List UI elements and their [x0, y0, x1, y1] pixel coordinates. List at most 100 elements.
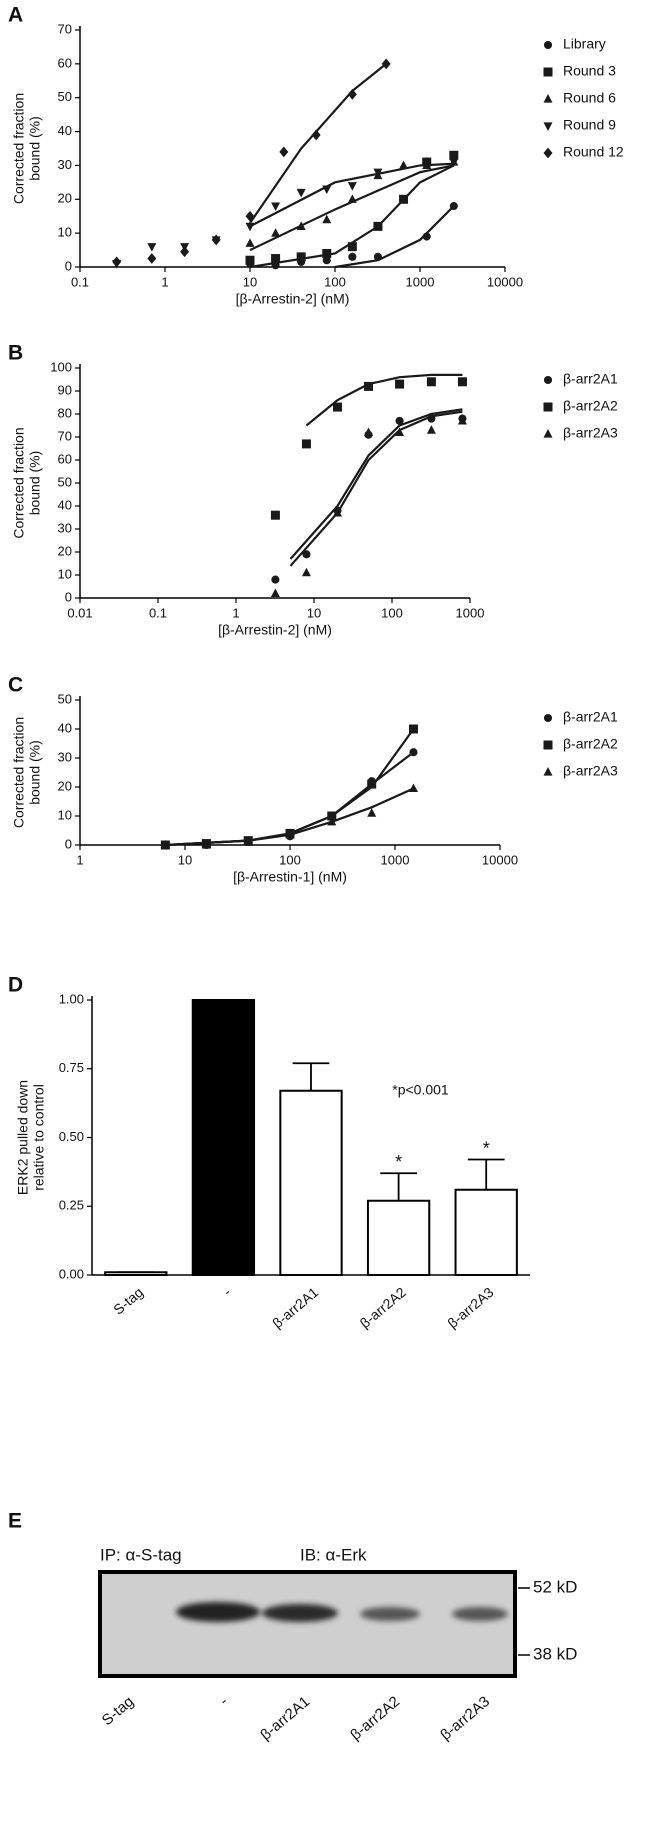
- lane-label: β-arr2A2: [347, 1693, 403, 1744]
- data-point: [271, 254, 281, 264]
- x-tick-label: 10: [243, 274, 257, 289]
- y-tick-label: 80: [58, 405, 72, 420]
- data-point: [112, 256, 122, 268]
- data-point: [457, 415, 467, 425]
- legend-label: β-arr2A3: [563, 763, 618, 779]
- data-point: [327, 816, 337, 826]
- bar: [454, 1188, 518, 1276]
- y-tick-label: 50: [58, 474, 72, 489]
- x-tick-label: 10000: [482, 852, 518, 867]
- ip-label: IP: α-S-tag: [100, 1545, 182, 1564]
- y-tick-label: 30: [58, 749, 72, 764]
- fit-curve: [165, 787, 414, 847]
- data-point: [301, 567, 311, 577]
- x-tick-label: 1000: [381, 852, 410, 867]
- data-point: [426, 425, 436, 434]
- bar: [191, 999, 256, 1276]
- y-axis-label: relative to control: [31, 1084, 47, 1191]
- data-point: [347, 194, 357, 203]
- data-point: [332, 507, 342, 517]
- size-marker: 38 kD: [533, 1644, 577, 1663]
- data-point: [367, 779, 377, 789]
- legend-label: Round 9: [563, 117, 616, 133]
- data-point: [332, 402, 342, 412]
- y-axis-label: ERK2 pulled down: [15, 1080, 31, 1195]
- data-point: [245, 210, 255, 222]
- y-axis-label: bound (%): [27, 116, 43, 181]
- data-point: [296, 221, 306, 230]
- data-point: [395, 379, 405, 389]
- panel-letter: D: [8, 974, 23, 997]
- y-axis-label: bound (%): [27, 740, 43, 805]
- data-point: [322, 214, 332, 224]
- band: [262, 1604, 338, 1622]
- y-tick-label: 10: [58, 566, 72, 581]
- y-tick-label: 40: [58, 720, 72, 735]
- data-point: [409, 748, 418, 757]
- data-point: [160, 840, 170, 849]
- fit-curve: [249, 164, 455, 252]
- x-axis-label: [β-Arrestin-2] (nM): [236, 291, 350, 307]
- data-point: [147, 253, 157, 264]
- data-point: [395, 416, 404, 425]
- y-tick-label: 70: [58, 21, 72, 36]
- data-point: [245, 238, 255, 247]
- legend-label: β-arr2A1: [563, 709, 618, 725]
- y-tick-label: 0.50: [59, 1129, 84, 1144]
- data-point: [367, 808, 377, 817]
- x-tick-label: β-arr2A1: [269, 1284, 321, 1332]
- x-tick-label: 1: [76, 852, 83, 867]
- data-point: [408, 783, 418, 793]
- legend-marker: [543, 67, 553, 77]
- y-tick-label: 10: [58, 807, 72, 822]
- x-tick-label: β-arr2A3: [444, 1284, 496, 1332]
- data-point: [270, 588, 280, 597]
- data-point: [348, 252, 357, 261]
- x-tick-label: S-tag: [110, 1284, 146, 1318]
- y-tick-label: 0.00: [59, 1266, 84, 1281]
- data-point: [449, 150, 459, 160]
- y-tick-label: 90: [58, 382, 72, 397]
- x-tick-label: 1000: [406, 274, 435, 289]
- bar: [279, 1089, 343, 1276]
- y-tick-label: 0.25: [59, 1198, 84, 1213]
- x-tick-label: β-arr2A2: [357, 1284, 409, 1332]
- x-tick-label: -: [220, 1284, 234, 1299]
- x-tick-label: 0.01: [67, 605, 92, 620]
- data-point: [364, 427, 374, 436]
- data-point: [301, 439, 311, 449]
- data-point: [271, 228, 281, 237]
- panel-letter: E: [8, 1510, 22, 1533]
- y-axis-label: bound (%): [27, 451, 43, 516]
- data-point: [322, 185, 332, 195]
- legend-label: β-arr2A1: [563, 371, 618, 387]
- data-point: [296, 188, 306, 198]
- panel-letter: C: [8, 674, 23, 697]
- x-tick-label: 100: [381, 605, 403, 620]
- lane-label: β-arr2A1: [257, 1693, 313, 1744]
- y-tick-label: 50: [58, 89, 72, 104]
- y-tick-label: 0: [65, 836, 72, 851]
- y-tick-label: 0: [65, 258, 72, 273]
- data-point: [399, 160, 409, 170]
- legend-marker: [543, 402, 553, 412]
- data-point: [147, 243, 157, 252]
- x-axis-label: [β-Arrestin-2] (nM): [218, 622, 332, 638]
- data-point: [364, 381, 374, 391]
- legend-marker: [543, 147, 553, 159]
- significance-mark: *: [395, 1152, 402, 1172]
- fit-curve: [305, 373, 463, 427]
- y-tick-label: 30: [58, 157, 72, 172]
- legend-marker: [543, 740, 553, 750]
- x-tick-label: 100: [324, 274, 346, 289]
- data-point: [211, 234, 221, 246]
- annotation: *p<0.001: [392, 1081, 449, 1097]
- y-tick-label: 40: [58, 497, 72, 512]
- fit-curve: [165, 728, 415, 847]
- legend-label: Round 6: [563, 90, 616, 106]
- data-point: [296, 252, 306, 262]
- data-point: [395, 427, 405, 436]
- y-tick-label: 1.00: [59, 991, 84, 1006]
- y-tick-label: 20: [58, 191, 72, 206]
